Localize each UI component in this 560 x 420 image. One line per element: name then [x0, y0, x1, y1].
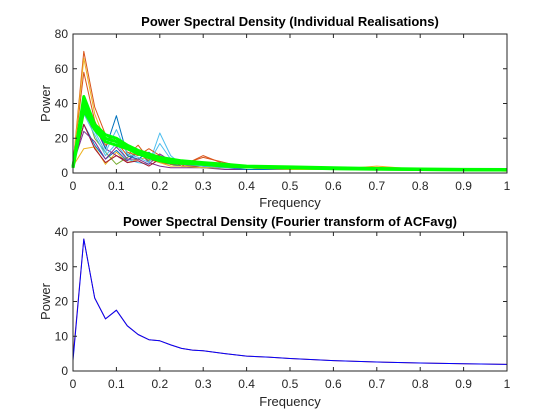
y-tick-label: 40: [55, 225, 69, 239]
x-tick-label: 0.3: [195, 377, 212, 391]
x-tick-label: 0.7: [368, 377, 385, 391]
x-axis-label: Frequency: [259, 195, 321, 210]
x-axis-label: Frequency: [259, 394, 321, 409]
x-tick-label: 0.4: [238, 179, 255, 193]
x-tick-label: 0.9: [455, 179, 472, 193]
x-tick-label: 0: [70, 377, 77, 391]
x-tick-label: 0.5: [282, 377, 299, 391]
x-tick-label: 0.8: [412, 377, 429, 391]
y-tick-label: 20: [55, 131, 69, 145]
x-tick-label: 0.8: [412, 179, 429, 193]
x-tick-label: 0.7: [368, 179, 385, 193]
x-tick-label: 0.3: [195, 179, 212, 193]
x-tick-label: 0.6: [325, 179, 342, 193]
x-tick-label: 0.9: [455, 377, 472, 391]
x-tick-label: 0.1: [108, 377, 125, 391]
chart-title: Power Spectral Density (Fourier transfor…: [123, 214, 457, 229]
x-tick-label: 0.2: [151, 377, 168, 391]
x-tick-label: 0.4: [238, 377, 255, 391]
x-tick-label: 1: [504, 377, 511, 391]
chart-title: Power Spectral Density (Individual Reali…: [141, 14, 439, 29]
x-tick-label: 0.2: [151, 179, 168, 193]
y-tick-label: 80: [55, 27, 69, 41]
y-axis-label: Power: [38, 84, 53, 122]
y-tick-label: 0: [61, 166, 68, 180]
x-tick-label: 0.6: [325, 377, 342, 391]
x-tick-label: 0.1: [108, 179, 125, 193]
y-axis-label: Power: [38, 282, 53, 320]
y-tick-label: 0: [61, 364, 68, 378]
x-tick-label: 1: [504, 179, 511, 193]
x-tick-label: 0.5: [282, 179, 299, 193]
x-tick-label: 0: [70, 179, 77, 193]
y-tick-label: 40: [55, 97, 69, 111]
y-tick-label: 30: [55, 260, 69, 274]
y-tick-label: 60: [55, 62, 69, 76]
plot-area: [73, 232, 507, 371]
y-tick-label: 10: [55, 329, 69, 343]
y-tick-label: 20: [55, 295, 69, 309]
